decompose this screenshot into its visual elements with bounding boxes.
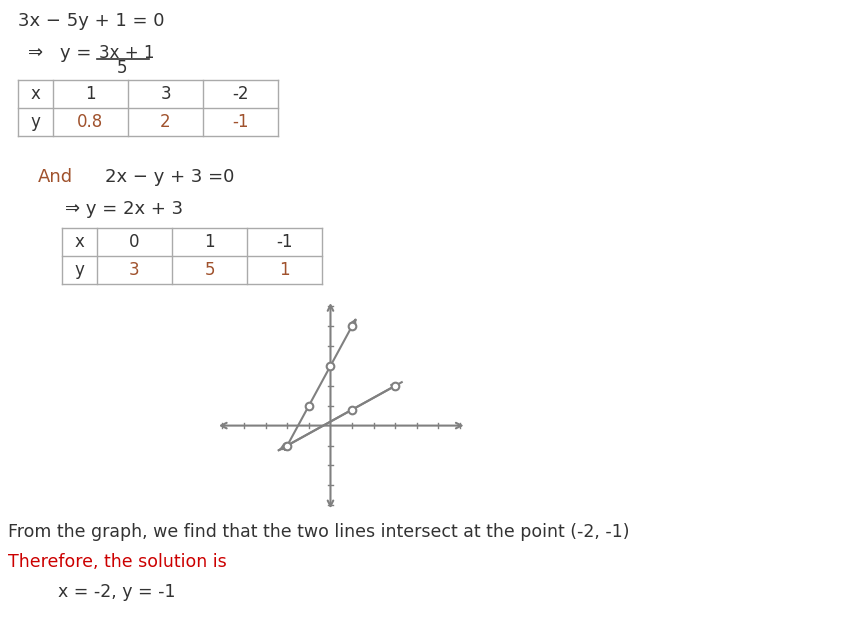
Text: Therefore, the solution is: Therefore, the solution is bbox=[8, 553, 226, 571]
Text: 5: 5 bbox=[204, 261, 215, 279]
Text: 0: 0 bbox=[130, 233, 140, 251]
Text: ⇒: ⇒ bbox=[28, 44, 43, 62]
Text: x: x bbox=[74, 233, 85, 251]
Text: 0.8: 0.8 bbox=[78, 113, 104, 131]
Text: 3x − 5y + 1 = 0: 3x − 5y + 1 = 0 bbox=[18, 12, 164, 30]
Text: y: y bbox=[30, 113, 41, 131]
Text: And: And bbox=[38, 168, 73, 186]
Text: 5: 5 bbox=[117, 59, 128, 77]
Text: -1: -1 bbox=[232, 113, 249, 131]
Text: y =: y = bbox=[60, 44, 92, 62]
Text: From the graph, we find that the two lines intersect at the point (-2, -1): From the graph, we find that the two lin… bbox=[8, 523, 630, 541]
Text: -2: -2 bbox=[232, 85, 249, 103]
Text: 1: 1 bbox=[279, 261, 289, 279]
Text: ⇒ y = 2x + 3: ⇒ y = 2x + 3 bbox=[65, 200, 183, 218]
Text: 2x − y + 3 =0: 2x − y + 3 =0 bbox=[105, 168, 234, 186]
Text: y: y bbox=[74, 261, 85, 279]
Text: 1: 1 bbox=[86, 85, 96, 103]
Text: x: x bbox=[30, 85, 41, 103]
Text: 3: 3 bbox=[160, 85, 171, 103]
Text: 3x + 1: 3x + 1 bbox=[99, 44, 155, 62]
Text: -1: -1 bbox=[276, 233, 293, 251]
Text: 2: 2 bbox=[160, 113, 171, 131]
Text: 1: 1 bbox=[204, 233, 215, 251]
Text: x = -2, y = -1: x = -2, y = -1 bbox=[58, 583, 175, 601]
Text: 3: 3 bbox=[130, 261, 140, 279]
